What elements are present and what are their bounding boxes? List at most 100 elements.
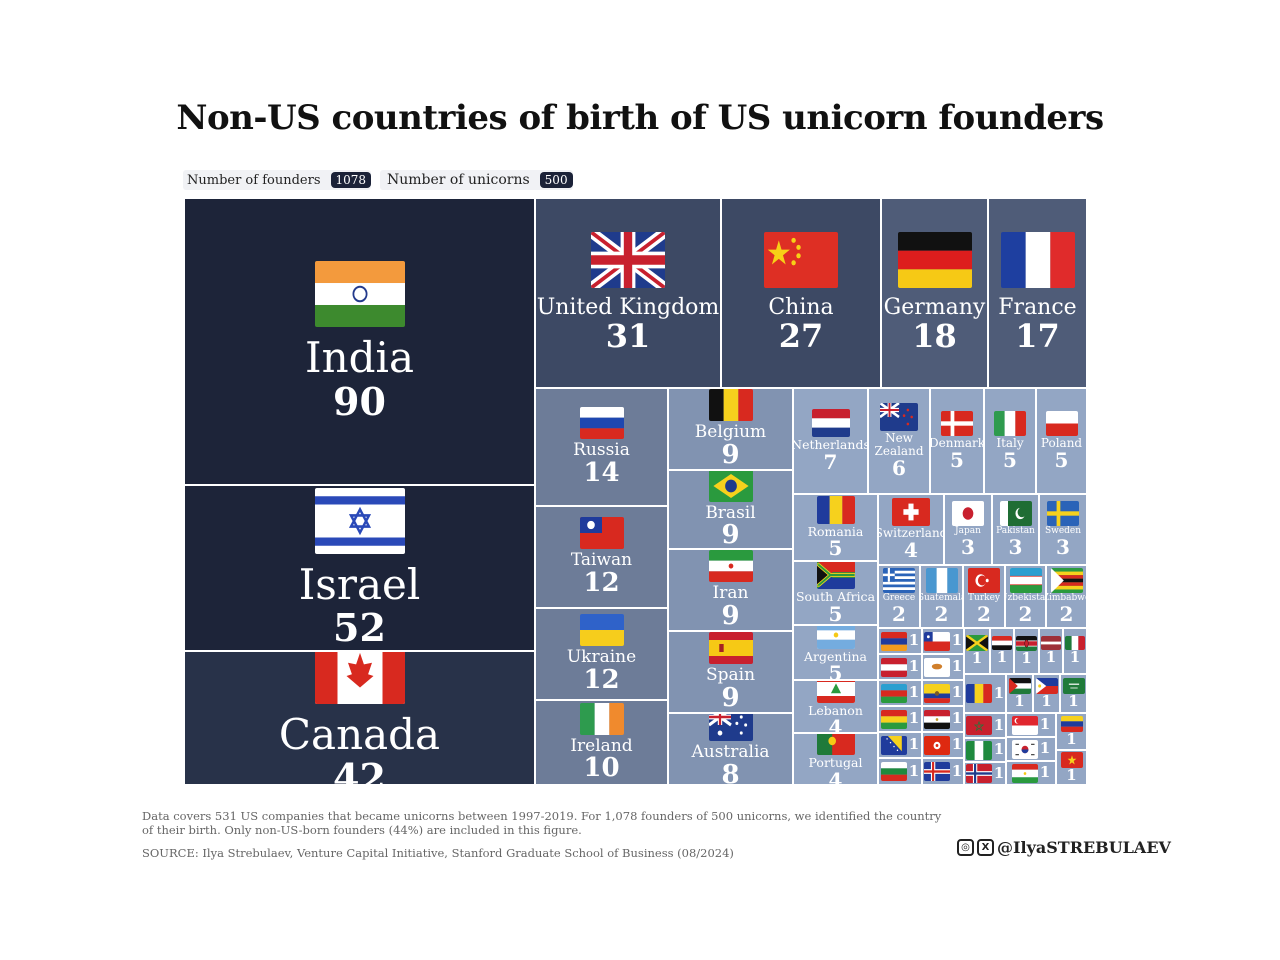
treemap-cell-turkey[interactable]: Turkey 2 bbox=[963, 565, 1005, 628]
tile-content: Turkey 2 bbox=[964, 566, 1004, 627]
tile-content: Argentina 5 bbox=[794, 626, 877, 679]
treemap-cell-kenya[interactable]: 1 bbox=[1014, 628, 1039, 674]
country-value: 8 bbox=[721, 759, 740, 785]
treemap-cell-taiwan[interactable]: Taiwan 12 bbox=[535, 506, 668, 608]
country-name: Portugal bbox=[808, 755, 863, 771]
country-value: 12 bbox=[583, 567, 620, 598]
bulgaria-flag-icon bbox=[880, 762, 907, 781]
treemap-cell-uzbekistan[interactable]: Uzbekistan2 bbox=[1005, 565, 1046, 628]
treemap-cell-greece[interactable]: Greece 2 bbox=[878, 565, 920, 628]
treemap-cell-tajikistan[interactable]: 1 bbox=[1006, 761, 1056, 785]
treemap-cell-australia[interactable]: Australia 8 bbox=[668, 713, 793, 785]
treemap-cell-south-korea[interactable]: 1 bbox=[1006, 737, 1056, 761]
treemap-cell-austria[interactable]: 1 bbox=[878, 654, 922, 680]
tile-content: 1 bbox=[965, 739, 1005, 761]
treemap-cell-chile[interactable]: 1 bbox=[922, 628, 964, 654]
treemap-cell-iran[interactable]: Iran 9 bbox=[668, 549, 793, 631]
treemap-cell-vietnam[interactable]: 1 bbox=[1056, 750, 1087, 785]
tile-content: 1 bbox=[1015, 629, 1038, 673]
country-name: Spain bbox=[705, 665, 756, 685]
moldova-flag-icon bbox=[965, 684, 992, 703]
treemap-cell-lebanon[interactable]: Lebanon 4 bbox=[793, 680, 878, 733]
country-value: 1 bbox=[1069, 648, 1081, 667]
singapore-flag-icon bbox=[1011, 715, 1038, 735]
tile-content: Switzerland 4 bbox=[879, 495, 943, 564]
treemap-cell-switzerland[interactable]: Switzerland 4 bbox=[878, 494, 944, 565]
treemap-cell-bolivia[interactable]: 1 bbox=[878, 706, 922, 732]
treemap-cell-new-zealand[interactable]: New Zealand 6 bbox=[868, 388, 930, 494]
tile-content: Denmark 5 bbox=[931, 389, 983, 493]
treemap-cell-russia[interactable]: Russia 14 bbox=[535, 388, 668, 506]
treemap-cell-india[interactable]: India 90 bbox=[184, 198, 535, 485]
treemap-cell-guatemala[interactable]: Guatemala2 bbox=[920, 565, 963, 628]
treemap-cell-latvia[interactable]: 1 bbox=[1039, 628, 1063, 674]
country-value: 1 bbox=[908, 709, 920, 728]
treemap-cell-azerbaijan[interactable]: 1 bbox=[878, 680, 922, 706]
palestine-flag-icon bbox=[1008, 677, 1031, 694]
country-name: Ireland bbox=[570, 735, 633, 756]
tile-content: 1 bbox=[879, 707, 921, 731]
portugal-flag-icon bbox=[816, 734, 855, 756]
treemap-cell-sweden[interactable]: Sweden 3 bbox=[1039, 494, 1087, 565]
tile-content: 1 bbox=[879, 681, 921, 705]
treemap-cell-jamaica[interactable]: 1 bbox=[964, 628, 990, 674]
treemap-cell-morocco[interactable]: 1 bbox=[964, 713, 1006, 738]
treemap-cell-denmark[interactable]: Denmark 5 bbox=[930, 388, 984, 494]
treemap-cell-pakistan[interactable]: Pakistan 3 bbox=[992, 494, 1039, 565]
treemap-cell-bulgaria[interactable]: 1 bbox=[878, 758, 922, 785]
treemap-cell-singapore[interactable]: 1 bbox=[1006, 713, 1056, 737]
treemap-cell-canada[interactable]: Canada 42 bbox=[184, 651, 535, 785]
x-icon[interactable]: X bbox=[977, 839, 994, 856]
treemap-cell-japan[interactable]: Japan 3 bbox=[944, 494, 992, 565]
treemap-cell-moldova[interactable]: 1 bbox=[964, 674, 1006, 713]
treemap-cell-iceland[interactable]: 1 bbox=[922, 758, 964, 785]
instagram-icon[interactable]: ◎ bbox=[957, 839, 974, 856]
treemap-cell-argentina[interactable]: Argentina 5 bbox=[793, 625, 878, 680]
treemap-cell-portugal[interactable]: Portugal 4 bbox=[793, 733, 878, 785]
treemap-cell-spain[interactable]: Spain 9 bbox=[668, 631, 793, 713]
tile-content: China 27 bbox=[722, 199, 880, 387]
treemap-cell-saudi-arabia[interactable]: 1 bbox=[1060, 674, 1087, 713]
treemap-cell-norway[interactable]: 1 bbox=[964, 762, 1006, 785]
tile-content: Uzbekistan2 bbox=[1006, 566, 1045, 627]
treemap-cell-egypt[interactable]: 1 bbox=[922, 706, 964, 732]
country-value: 17 bbox=[1015, 317, 1060, 356]
treemap-cell-italy[interactable]: Italy 5 bbox=[984, 388, 1036, 494]
treemap-cell-romania[interactable]: Romania 5 bbox=[793, 494, 878, 561]
treemap-cell-brasil[interactable]: Brasil 9 bbox=[668, 470, 793, 549]
treemap-cell-cyprus[interactable]: 1 bbox=[922, 654, 964, 680]
treemap-cell-hong-kong[interactable]: 1 bbox=[922, 732, 964, 758]
treemap-cell-bosnia[interactable]: 1 bbox=[878, 732, 922, 758]
bosnia-flag-icon bbox=[880, 735, 907, 755]
tile-content: Romania 5 bbox=[794, 495, 877, 560]
treemap-cell-venezuela[interactable]: 1 bbox=[1056, 713, 1087, 750]
treemap-cell-germany[interactable]: Germany 18 bbox=[881, 198, 988, 388]
country-value: 1 bbox=[951, 709, 963, 728]
treemap-cell-iraq[interactable]: 1 bbox=[990, 628, 1014, 674]
author-handle[interactable]: ◎ X @IlyaSTREBULAEV bbox=[957, 838, 1171, 857]
tile-content: United Kingdom 31 bbox=[536, 199, 720, 387]
treemap-cell-ukraine[interactable]: Ukraine 12 bbox=[535, 608, 668, 700]
tile-content: 1 bbox=[1057, 751, 1086, 784]
treemap-cell-belgium[interactable]: Belgium 9 bbox=[668, 388, 793, 470]
treemap-cell-ireland[interactable]: Ireland 10 bbox=[535, 700, 668, 785]
treemap-cell-south-africa[interactable]: South Africa 5 bbox=[793, 561, 878, 625]
treemap-cell-armenia[interactable]: 1 bbox=[878, 628, 922, 654]
treemap-cell-palestine[interactable]: 1 bbox=[1006, 674, 1033, 713]
treemap-cell-philippines[interactable]: 1 bbox=[1033, 674, 1060, 713]
treemap-cell-israel[interactable]: Israel 52 bbox=[184, 485, 535, 651]
tile-content: Spain 9 bbox=[669, 632, 792, 712]
treemap-cell-france[interactable]: France 17 bbox=[988, 198, 1087, 388]
treemap-cell-zimbabwe[interactable]: Zimbabwe2 bbox=[1046, 565, 1087, 628]
treemap-cell-netherlands[interactable]: Netherlands 7 bbox=[793, 388, 868, 494]
south-korea-flag-icon bbox=[1011, 739, 1038, 759]
treemap-cell-united-kingdom[interactable]: United Kingdom 31 bbox=[535, 198, 721, 388]
treemap-cell-china[interactable]: China 27 bbox=[721, 198, 881, 388]
treemap-cell-nigeria[interactable]: 1 bbox=[964, 738, 1006, 762]
country-value: 1 bbox=[996, 648, 1008, 667]
treemap-cell-poland[interactable]: Poland 5 bbox=[1036, 388, 1087, 494]
country-value: 1 bbox=[908, 735, 920, 754]
treemap-cell-mexico[interactable]: 1 bbox=[1063, 628, 1087, 674]
treemap-cell-ecuador[interactable]: 1 bbox=[922, 680, 964, 706]
tile-content: 1 bbox=[1040, 629, 1062, 673]
